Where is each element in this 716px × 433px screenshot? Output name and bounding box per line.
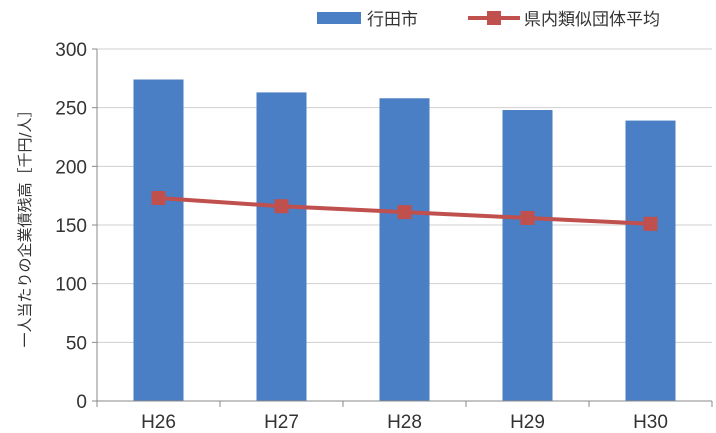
y-tick-label: 50 <box>66 333 87 354</box>
y-tick-label: 100 <box>55 275 87 296</box>
y-tick-label: 150 <box>55 216 87 237</box>
y-tick-label: 0 <box>76 392 87 413</box>
x-tick-label: H30 <box>633 412 668 433</box>
legend-swatch-bar <box>317 12 361 24</box>
bar-series <box>133 79 676 402</box>
line-point-H30 <box>643 216 658 231</box>
axes <box>92 48 713 407</box>
x-tick-label: H27 <box>264 412 299 433</box>
line-point-H27 <box>274 199 289 214</box>
x-tick-label: H28 <box>387 412 422 433</box>
legend: 行田市 県内類似団体平均 <box>317 10 660 30</box>
line-series <box>151 191 658 231</box>
bar-H30 <box>625 120 676 401</box>
legend-swatch-marker <box>487 11 501 25</box>
y-tick-label: 200 <box>55 157 87 178</box>
bar-H27 <box>256 92 307 401</box>
y-tick-label: 250 <box>55 99 87 120</box>
legend-label-line: 県内類似団体平均 <box>524 10 660 30</box>
bar-H28 <box>379 98 430 401</box>
line-point-H29 <box>520 210 535 225</box>
bar-H29 <box>502 110 553 401</box>
x-tick-label: H26 <box>141 412 176 433</box>
legend-label-bar: 行田市 <box>367 10 418 30</box>
y-tick-label: 300 <box>55 40 87 61</box>
line-point-H26 <box>151 191 166 206</box>
y-axis-label: 一人当たりの企業債残高［千円/人］ <box>16 102 34 347</box>
x-tick-label: H29 <box>510 412 545 433</box>
tick-labels: 0 50 100 150 200 250 300 H26 H27 H28 H29 H30 <box>55 40 668 433</box>
bar-H26 <box>133 79 184 402</box>
line-point-H28 <box>397 205 412 220</box>
